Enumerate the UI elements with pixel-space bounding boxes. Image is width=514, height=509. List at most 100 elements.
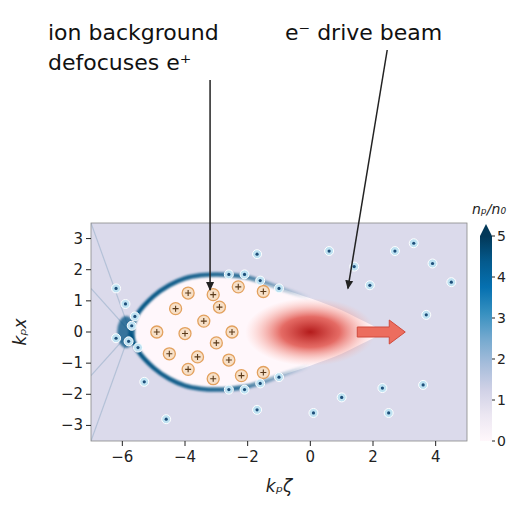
ion-plus <box>226 357 232 363</box>
ion-plus <box>185 290 191 296</box>
bubble <box>130 274 382 389</box>
ion-body <box>182 287 194 299</box>
electron-body <box>162 415 171 424</box>
colorbar <box>480 236 492 441</box>
electron-core <box>243 388 246 391</box>
electron-core <box>165 418 168 421</box>
electron-body <box>428 259 437 268</box>
electron <box>390 247 399 256</box>
electron-body <box>253 250 262 259</box>
electron-body <box>447 278 456 287</box>
ion-body <box>151 326 163 338</box>
y-tick-label: 1 <box>73 292 83 310</box>
electron-body <box>275 284 284 293</box>
electron-core <box>227 273 230 276</box>
electron <box>325 247 334 256</box>
x-axis-label: kₚζ <box>266 476 294 496</box>
electron-core <box>412 242 415 245</box>
electron <box>378 384 387 393</box>
propagation-arrow <box>357 320 405 344</box>
electron-body <box>325 247 334 256</box>
y-tick-label: 3 <box>73 230 83 248</box>
electron-core <box>422 383 425 386</box>
electron <box>224 270 233 279</box>
electron-core <box>431 262 434 265</box>
electron-body <box>124 337 133 346</box>
electron-core <box>124 302 127 305</box>
colorbar-tick-label: 4 <box>497 269 506 285</box>
electron-body <box>309 408 318 417</box>
y-tick <box>86 269 91 270</box>
electron-core <box>259 279 262 282</box>
annotation-text: defocuses e⁺ <box>48 50 191 75</box>
y-tick-label: 2 <box>73 261 83 279</box>
electron-core <box>277 376 280 379</box>
electron-core <box>227 388 230 391</box>
electron-core <box>114 287 117 290</box>
ion <box>182 287 194 299</box>
ion <box>151 326 163 338</box>
electron <box>130 312 139 321</box>
ion-plus <box>213 340 219 346</box>
ion-body <box>179 328 191 340</box>
electron-core <box>425 313 428 316</box>
x-tick-label: −6 <box>111 448 133 466</box>
drive-beam <box>245 298 375 366</box>
colorbar-tick <box>492 400 495 401</box>
electron-core <box>127 340 130 343</box>
colorbar-tick <box>492 236 495 237</box>
electron <box>275 373 284 382</box>
electron <box>309 408 318 417</box>
ion <box>257 366 269 378</box>
ion-plus <box>216 304 222 310</box>
electron-core <box>353 265 356 268</box>
electron-core <box>393 249 396 252</box>
ion <box>198 315 210 327</box>
ion <box>226 326 238 338</box>
electron <box>162 415 171 424</box>
colorbar-tick-label: 2 <box>497 351 506 367</box>
electron-core <box>143 380 146 383</box>
electron-body <box>134 343 143 352</box>
electron <box>121 299 130 308</box>
ion <box>192 351 204 363</box>
y-tick <box>86 300 91 301</box>
x-tick-label: −2 <box>237 448 259 466</box>
ion-plus <box>173 306 179 312</box>
ion-plus <box>195 354 201 360</box>
colorbar-tick <box>492 441 495 442</box>
electron <box>365 281 374 290</box>
electron-body <box>422 310 431 319</box>
ion-body <box>207 289 219 301</box>
ion-plus <box>166 351 172 357</box>
ion <box>207 289 219 301</box>
colorbar-tick <box>492 277 495 278</box>
electron-body <box>390 247 399 256</box>
electron <box>224 385 233 394</box>
x-tick <box>122 441 123 446</box>
ion-body <box>207 373 219 385</box>
electron-core <box>340 396 343 399</box>
x-tick <box>435 441 436 446</box>
y-tick <box>86 425 91 426</box>
electron <box>447 278 456 287</box>
electron-core <box>312 411 315 414</box>
electron-body <box>378 384 387 393</box>
electron <box>134 343 143 352</box>
ion-plus <box>235 284 241 290</box>
colorbar-extension <box>480 224 492 236</box>
electron <box>127 321 136 330</box>
electron-core <box>243 273 246 276</box>
electron <box>275 284 284 293</box>
ion-body <box>232 281 244 293</box>
electron-core <box>450 281 453 284</box>
colorbar-label: nₚ/n₀ <box>472 201 506 217</box>
ion-plus <box>260 289 266 295</box>
electron-body <box>365 281 374 290</box>
electron-core <box>136 346 139 349</box>
ion-body <box>257 366 269 378</box>
electron <box>253 405 262 414</box>
wake-line <box>91 332 130 441</box>
y-tick-label: −2 <box>61 385 83 403</box>
electron-core <box>387 411 390 414</box>
